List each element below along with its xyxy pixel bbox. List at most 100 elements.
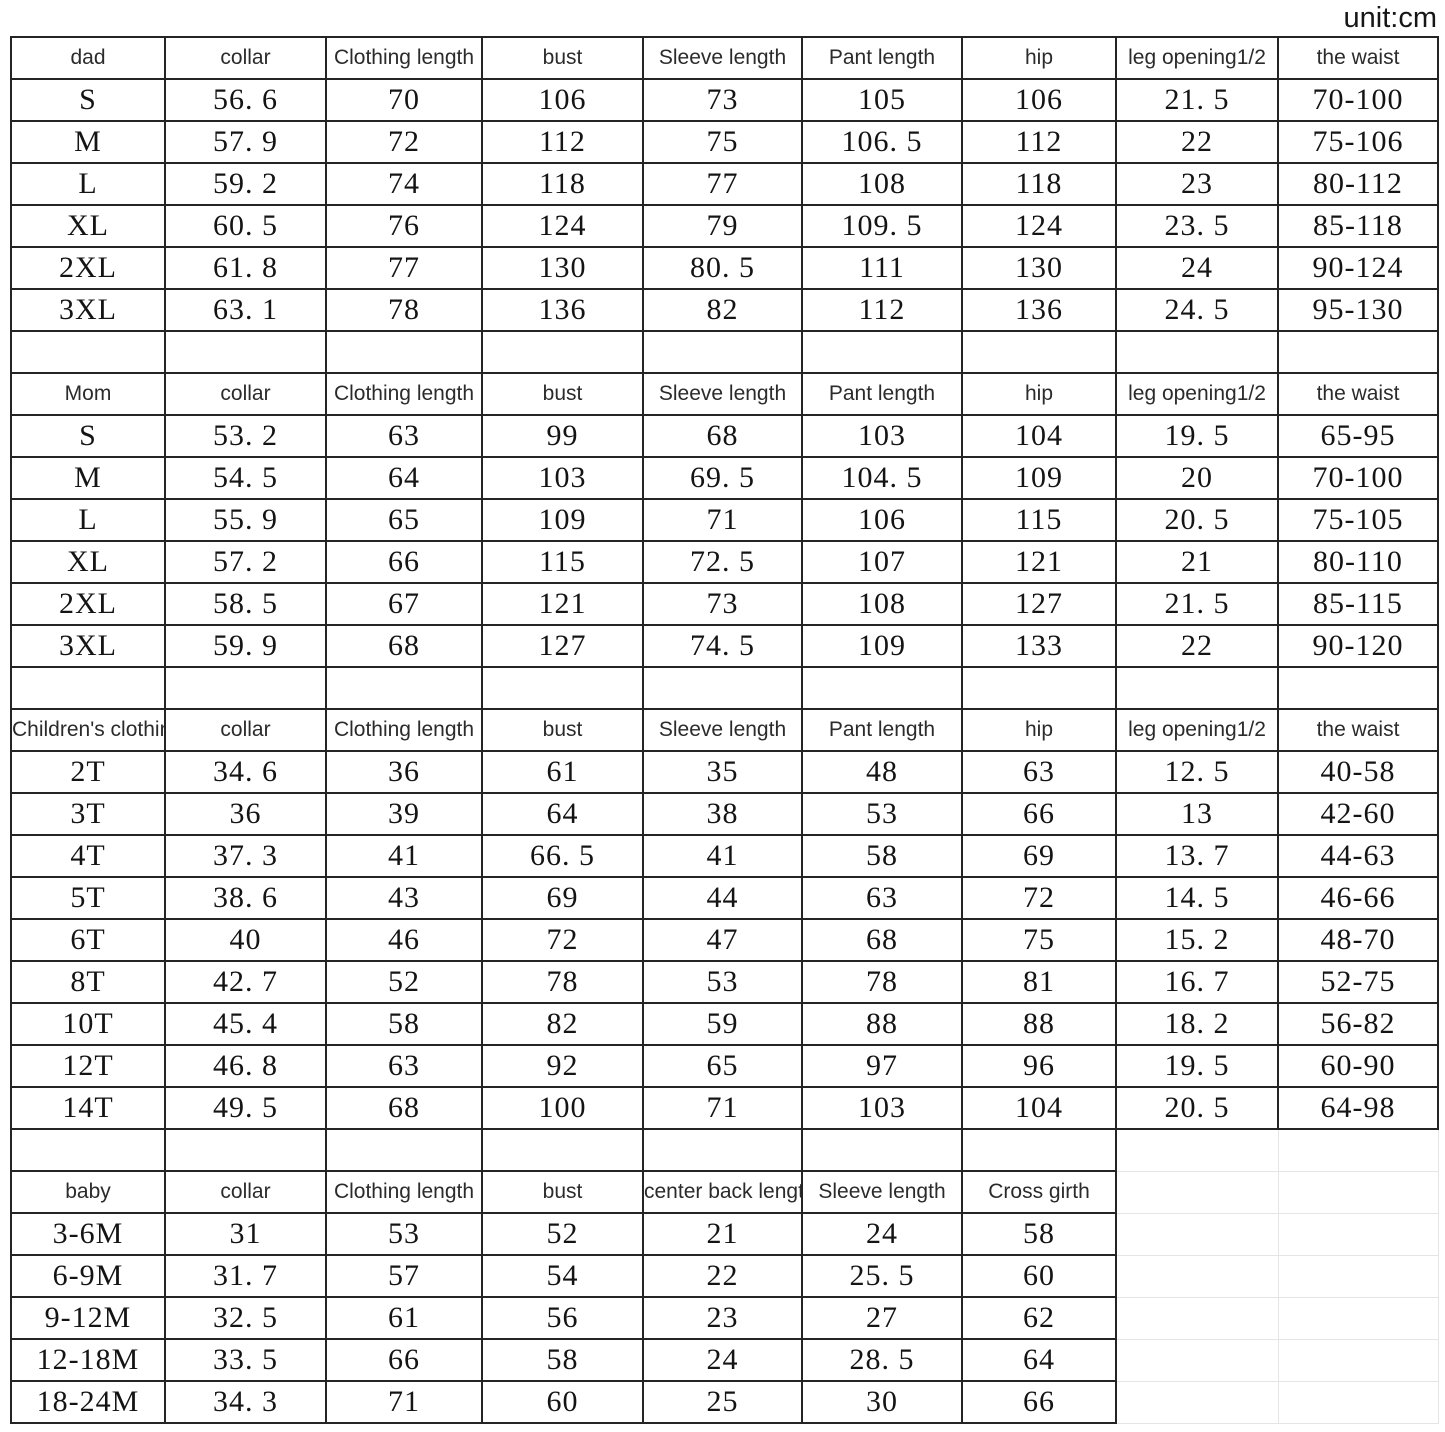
size-label-cell: 3-6M (10, 1212, 166, 1256)
value-cell: 69. 5 (642, 456, 803, 500)
value-cell: 108 (801, 162, 963, 206)
size-label-cell: 3XL (10, 624, 166, 668)
ghost-cell (1115, 1170, 1279, 1214)
value-cell: 96 (961, 1044, 1117, 1088)
mom-row: 2XL 58. 5 67 121 73 108 127 21. 5 85-115 (10, 582, 1439, 626)
value-cell: 35 (642, 750, 803, 794)
size-label-cell: 12-18M (10, 1338, 166, 1382)
value-cell: 54 (481, 1254, 644, 1298)
value-cell: 111 (801, 246, 963, 290)
children-row: 14T 49. 5 68 100 71 103 104 20. 5 64-98 (10, 1086, 1439, 1130)
value-cell: 31. 7 (164, 1254, 327, 1298)
baby-header-cell: baby (10, 1170, 166, 1214)
value-cell: 23 (642, 1296, 803, 1340)
value-cell: 74 (325, 162, 483, 206)
size-label-cell: XL (10, 204, 166, 248)
value-cell: 23 (1115, 162, 1279, 206)
value-cell: 67 (325, 582, 483, 626)
value-cell: 22 (642, 1254, 803, 1298)
ghost-cell (1277, 1212, 1439, 1256)
value-cell: 104 (961, 414, 1117, 458)
baby-row: 3-6M 31 53 52 21 24 58 (10, 1212, 1439, 1256)
value-cell: 36 (164, 792, 327, 836)
dad-row: 3XL 63. 1 78 136 82 112 136 24. 5 95-130 (10, 288, 1439, 332)
value-cell: 72 (325, 120, 483, 164)
baby-header-cell: Cross girth (961, 1170, 1117, 1214)
size-label-cell: 8T (10, 960, 166, 1004)
value-cell: 44 (642, 876, 803, 920)
value-cell: 58 (325, 1002, 483, 1046)
value-cell: 78 (481, 960, 644, 1004)
children-header-cell: Sleeve length (642, 708, 803, 752)
children-row: 10T 45. 4 58 82 59 88 88 18. 2 56-82 (10, 1002, 1439, 1046)
value-cell: 78 (801, 960, 963, 1004)
value-cell: 53 (642, 960, 803, 1004)
value-cell: 57. 2 (164, 540, 327, 584)
value-cell: 13. 7 (1115, 834, 1279, 878)
value-cell: 105 (801, 78, 963, 122)
size-label-cell: M (10, 120, 166, 164)
spacer-cell (164, 1128, 327, 1172)
value-cell: 18. 2 (1115, 1002, 1279, 1046)
value-cell: 76 (325, 204, 483, 248)
value-cell: 60 (481, 1380, 644, 1424)
value-cell: 112 (481, 120, 644, 164)
value-cell: 112 (961, 120, 1117, 164)
dad-row: 2XL 61. 8 77 130 80. 5 111 130 24 90-124 (10, 246, 1439, 290)
spacer-cell (801, 330, 963, 374)
value-cell: 70 (325, 78, 483, 122)
value-cell: 85-118 (1277, 204, 1439, 248)
children-row: 4T 37. 3 41 66. 5 41 58 69 13. 7 44-63 (10, 834, 1439, 878)
value-cell: 103 (801, 414, 963, 458)
value-cell: 44-63 (1277, 834, 1439, 878)
value-cell: 108 (801, 582, 963, 626)
value-cell: 24 (801, 1212, 963, 1256)
mom-header-cell: leg opening1/2 (1115, 372, 1279, 416)
ghost-cell (1115, 1212, 1279, 1256)
spacer-cell (1115, 666, 1279, 710)
size-label-cell: 3T (10, 792, 166, 836)
children-header-cell: Pant length (801, 708, 963, 752)
spacer-row (10, 666, 1439, 710)
value-cell: 106 (801, 498, 963, 542)
value-cell: 136 (961, 288, 1117, 332)
value-cell: 71 (642, 498, 803, 542)
value-cell: 14. 5 (1115, 876, 1279, 920)
value-cell: 68 (325, 1086, 483, 1130)
value-cell: 77 (325, 246, 483, 290)
value-cell: 60-90 (1277, 1044, 1439, 1088)
value-cell: 33. 5 (164, 1338, 327, 1382)
value-cell: 61 (325, 1296, 483, 1340)
value-cell: 75-106 (1277, 120, 1439, 164)
size-chart-table: dad collar Clothing length bust Sleeve lengt… (10, 36, 1439, 1424)
value-cell: 34. 6 (164, 750, 327, 794)
baby-header-cell: bust (481, 1170, 644, 1214)
value-cell: 62 (961, 1296, 1117, 1340)
value-cell: 49. 5 (164, 1086, 327, 1130)
baby-row: 9-12M 32. 5 61 56 23 27 62 (10, 1296, 1439, 1340)
value-cell: 25. 5 (801, 1254, 963, 1298)
dad-header-cell: the waist (1277, 36, 1439, 80)
mom-header-cell: Pant length (801, 372, 963, 416)
value-cell: 63. 1 (164, 288, 327, 332)
ghost-cell (1277, 1128, 1439, 1172)
baby-row: 12-18M 33. 5 66 58 24 28. 5 64 (10, 1338, 1439, 1382)
value-cell: 75 (642, 120, 803, 164)
spacer-row (10, 330, 1439, 374)
dad-header-cell: bust (481, 36, 644, 80)
size-label-cell: 2T (10, 750, 166, 794)
value-cell: 46 (325, 918, 483, 962)
value-cell: 66 (961, 792, 1117, 836)
value-cell: 106 (961, 78, 1117, 122)
value-cell: 21 (642, 1212, 803, 1256)
dad-row: S 56. 6 70 106 73 105 106 21. 5 70-100 (10, 78, 1439, 122)
value-cell: 43 (325, 876, 483, 920)
dad-row: M 57. 9 72 112 75 106. 5 112 22 75-106 (10, 120, 1439, 164)
size-label-cell: 3XL (10, 288, 166, 332)
baby-header-cell: center back length (642, 1170, 803, 1214)
ghost-cell (1115, 1128, 1279, 1172)
children-header-cell: leg opening1/2 (1115, 708, 1279, 752)
spacer-cell (1277, 666, 1439, 710)
dad-header-row: dad collar Clothing length bust Sleeve lengt… (10, 36, 1439, 80)
value-cell: 56-82 (1277, 1002, 1439, 1046)
